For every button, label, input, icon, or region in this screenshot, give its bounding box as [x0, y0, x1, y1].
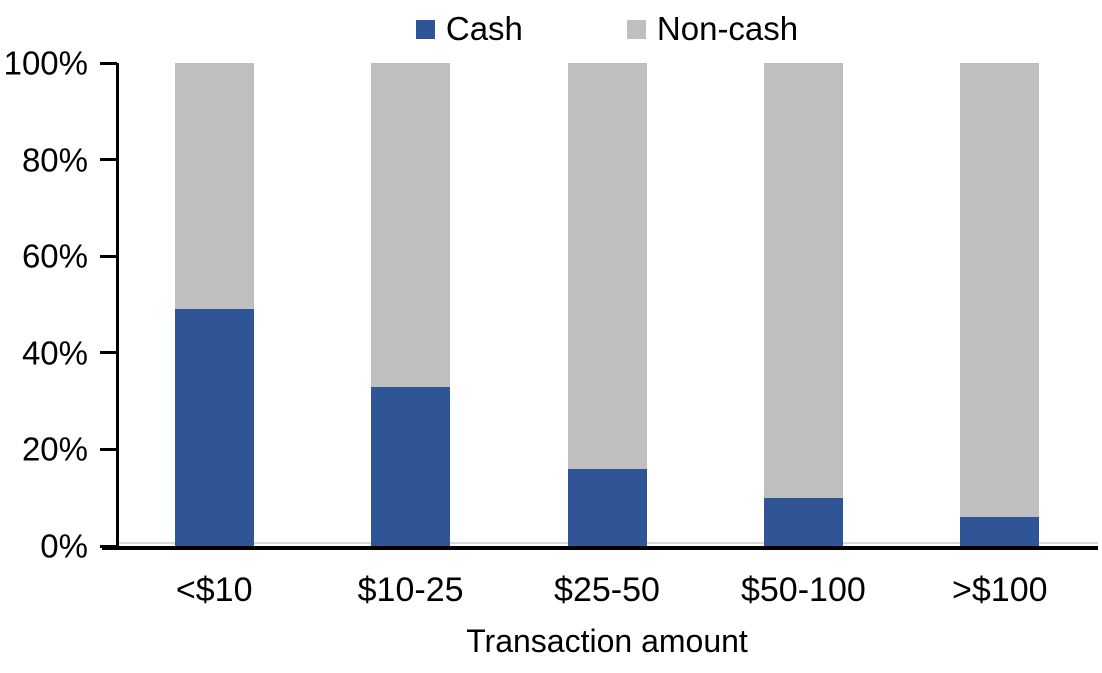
legend-swatch-non-cash-icon [626, 19, 646, 39]
y-tick [100, 447, 117, 451]
y-tick [100, 544, 117, 548]
y-tick-label: 20% [21, 430, 88, 468]
y-tick-label: 60% [21, 237, 88, 275]
bar-non-cash-segment [567, 63, 647, 469]
bar-cash-segment [763, 497, 843, 546]
x-axis-line [102, 546, 1098, 550]
x-axis-title: Transaction amount [466, 623, 748, 659]
legend-item-non-cash: Non-cash [626, 10, 799, 48]
plot-area: <$10 $10-25 $25-50 $50-100 >$100 [100, 61, 1098, 609]
bar-cash-segment [174, 309, 254, 546]
bar-cash-segment [567, 468, 647, 546]
y-tick [100, 254, 117, 258]
x-category-label: $25-50 [554, 571, 660, 609]
y-tick-label: 80% [21, 141, 88, 179]
bar-cash-segment [960, 517, 1040, 546]
legend-swatch-cash-icon [415, 19, 435, 39]
legend: Cash Non-cash [116, 10, 1098, 48]
bar-non-cash-segment [174, 63, 254, 310]
x-category-label: $50-100 [740, 571, 866, 609]
y-tick-label: 0% [40, 527, 88, 565]
legend-item-cash: Cash [415, 10, 523, 48]
x-category-label: $10-25 [357, 571, 464, 609]
bar-non-cash-segment [960, 63, 1040, 518]
legend-label: Non-cash [656, 10, 799, 47]
legend-label: Cash [445, 10, 523, 47]
y-axis-line [116, 63, 119, 549]
x-category-label: >$100 [952, 571, 1048, 609]
bar-cash-segment [371, 386, 451, 546]
y-tick-label: 100% [3, 44, 88, 82]
y-tick-label: 40% [21, 334, 88, 372]
x-category-label: <$10 [175, 571, 253, 609]
y-tick [100, 158, 117, 162]
y-tick [100, 61, 117, 65]
y-tick [100, 351, 117, 355]
bar-non-cash-segment [371, 63, 451, 387]
bar-non-cash-segment [763, 63, 843, 498]
